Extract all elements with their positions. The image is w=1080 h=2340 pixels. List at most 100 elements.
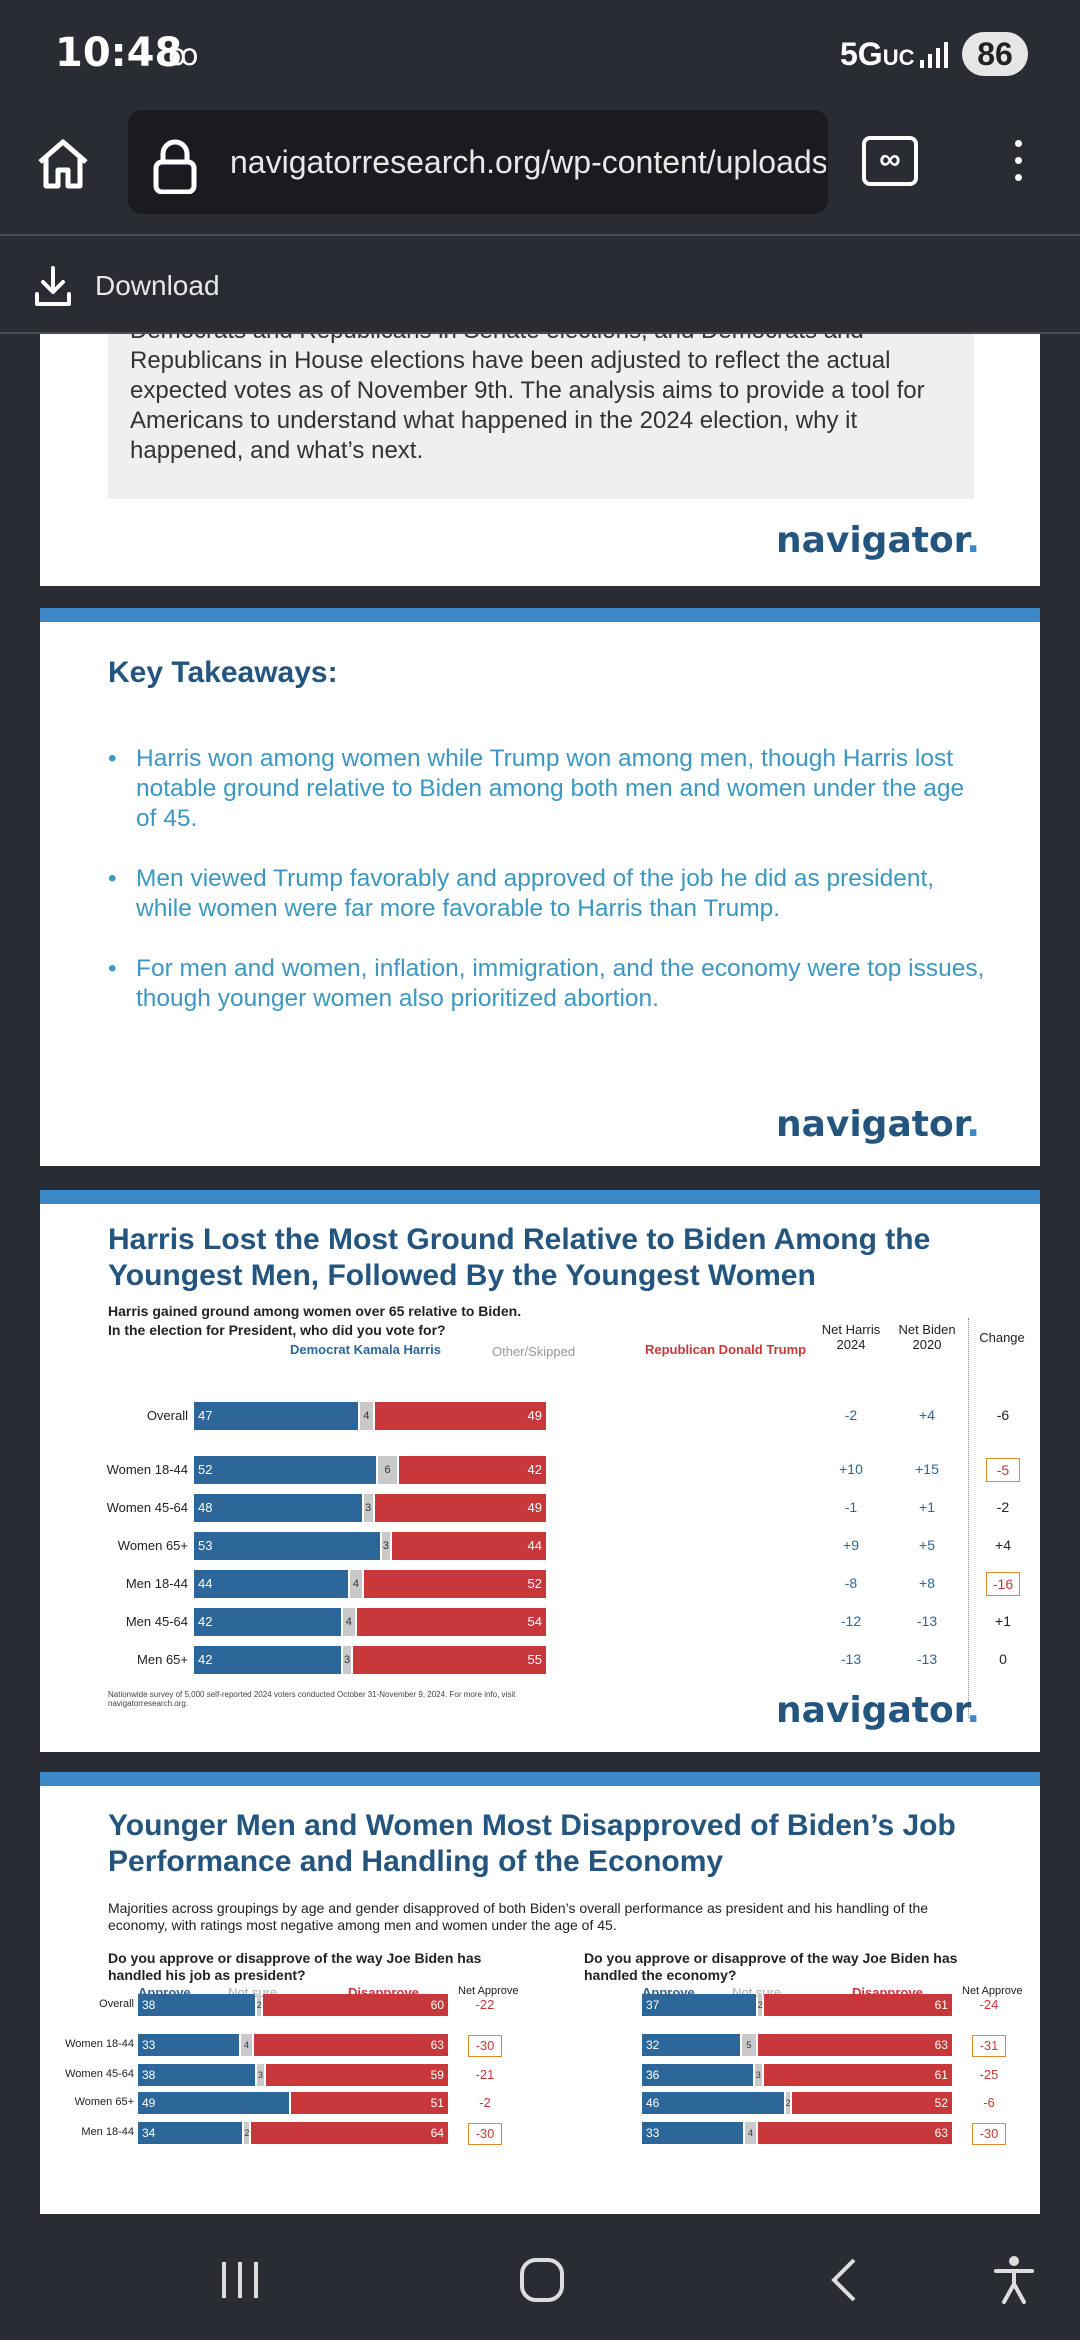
net-approve-value: -30 xyxy=(972,2123,1006,2145)
bar-harris: 48 xyxy=(194,1494,362,1522)
col-net-harris: Net Harris 2024 xyxy=(821,1322,881,1352)
home-button-icon[interactable] xyxy=(518,2256,566,2304)
net-approve-value: -21 xyxy=(475,2067,495,2082)
row-label: Women 65+ xyxy=(117,1538,188,1553)
net-harris-value: -2 xyxy=(844,1407,858,1423)
slide-vote-chart: Harris Lost the Most Ground Relative to … xyxy=(40,1190,1040,1752)
navigator-logo: navigator. xyxy=(775,1104,980,1145)
row-label: Women 45-64 xyxy=(65,2068,134,2080)
voicemail-icon: ꝏ xyxy=(168,39,199,72)
slide-intro: Democrats and Republicans in Senate elec… xyxy=(40,334,1040,586)
list-item: For men and women, inflation, immigratio… xyxy=(108,954,988,1014)
bar-not-sure: 5 xyxy=(742,2034,756,2056)
legend-net-approve: Net Approve xyxy=(962,1985,1023,1997)
bar-disapprove: 61 xyxy=(763,1994,952,2016)
change-value: +1 xyxy=(995,1613,1011,1629)
list-item: Harris won among women while Trump won a… xyxy=(108,744,988,834)
chart-title: Harris Lost the Most Ground Relative to … xyxy=(108,1223,931,1292)
slide-approval-chart: Younger Men and Women Most Disapproved o… xyxy=(40,1772,1040,2214)
download-bar[interactable] xyxy=(0,236,1080,332)
net-approve-value: -30 xyxy=(468,2123,502,2145)
net-biden-value: +15 xyxy=(915,1461,939,1477)
net-approve-value: -30 xyxy=(468,2035,502,2057)
slide-title: Key Takeaways: xyxy=(108,656,338,689)
net-harris-value: -1 xyxy=(844,1499,858,1515)
bar-disapprove: 63 xyxy=(253,2034,448,2056)
slide-top-bar xyxy=(40,1772,1040,1786)
bar-other: 6 xyxy=(378,1456,398,1484)
net-approve-value: -24 xyxy=(979,1997,999,2012)
change-value: -5 xyxy=(986,1458,1020,1482)
row-label: Women 18-44 xyxy=(106,1462,188,1477)
bar-not-sure: 4 xyxy=(745,2122,756,2144)
col-net-biden: Net Biden 2020 xyxy=(898,1322,956,1352)
bar-approve: 33 xyxy=(138,2034,240,2056)
change-value: -6 xyxy=(996,1407,1010,1423)
slide-top-bar xyxy=(40,1190,1040,1204)
col-change: Change xyxy=(979,1330,1025,1345)
bar-trump: 52 xyxy=(363,1570,546,1598)
bar-approve: 34 xyxy=(138,2122,243,2144)
bar-other: 3 xyxy=(381,1532,391,1560)
logo-text: navigator xyxy=(775,1690,967,1731)
bar-harris: 47 xyxy=(194,1402,359,1430)
bar-other: 4 xyxy=(349,1570,362,1598)
bar-disapprove: 63 xyxy=(757,2122,952,2144)
chart-subtitle: Harris gained ground among women over 65… xyxy=(108,1303,522,1319)
intro-box: Democrats and Republicans in Senate elec… xyxy=(108,334,974,499)
more-options-icon[interactable] xyxy=(1008,140,1028,190)
tab-switcher-button[interactable]: ∞ xyxy=(862,136,918,186)
row-label: Women 45-64 xyxy=(106,1500,188,1515)
bar-disapprove: 60 xyxy=(263,1994,448,2016)
legend-other: Other/Skipped xyxy=(492,1344,576,1359)
accessibility-icon[interactable] xyxy=(992,2254,1036,2306)
row-label: Overall xyxy=(99,1998,134,2010)
bar-approve: 38 xyxy=(138,1994,255,2016)
home-icon[interactable] xyxy=(34,134,92,192)
question-job: Do you approve or disapprove of the way … xyxy=(108,1950,482,1983)
logo-text: navigator xyxy=(775,1104,967,1145)
status-time: 10:48 xyxy=(55,30,183,76)
bar-trump: 49 xyxy=(374,1494,546,1522)
system-nav-bar xyxy=(0,2214,1080,2340)
signal-icon xyxy=(920,42,948,68)
legend-rep: Republican Donald Trump xyxy=(645,1342,807,1357)
bar-trump: 54 xyxy=(356,1608,546,1636)
bar-approve: 46 xyxy=(642,2092,784,2114)
net-harris-value: +9 xyxy=(843,1537,859,1553)
download-icon[interactable] xyxy=(34,264,72,308)
download-label[interactable]: Download xyxy=(95,270,220,301)
net-harris-value: -13 xyxy=(840,1651,862,1667)
bar-not-sure: 4 xyxy=(241,2034,252,2056)
row-label: Men 18-44 xyxy=(81,2126,134,2138)
intro-text: Democrats and Republicans in Senate elec… xyxy=(130,334,925,464)
net-approve-value: -2 xyxy=(479,2095,491,2110)
bar-trump: 44 xyxy=(392,1532,546,1560)
bar-harris: 42 xyxy=(194,1646,341,1674)
row-label: Women 18-44 xyxy=(65,2038,134,2050)
pdf-viewer[interactable]: Democrats and Republicans in Senate elec… xyxy=(0,334,1080,2214)
network-type: 5G xyxy=(840,36,883,72)
address-bar[interactable] xyxy=(128,110,828,214)
net-approve-value: -6 xyxy=(983,2095,995,2110)
chart-title: Younger Men and Women Most Disapproved o… xyxy=(108,1809,956,1878)
slide-top-bar xyxy=(40,608,1040,622)
bar-not-sure: 3 xyxy=(256,2064,265,2086)
net-approve-value: -25 xyxy=(979,2067,999,2082)
bar-harris: 53 xyxy=(194,1532,380,1560)
bar-disapprove: 63 xyxy=(757,2034,952,2056)
bar-trump: 55 xyxy=(353,1646,546,1674)
back-icon[interactable] xyxy=(826,2256,862,2304)
net-harris-value: -12 xyxy=(840,1613,862,1629)
battery-indicator: 86 xyxy=(962,32,1028,76)
change-value: +4 xyxy=(995,1537,1011,1553)
network-indicator: 5GUC xyxy=(840,36,914,73)
bar-harris: 52 xyxy=(194,1456,377,1484)
net-biden-value: +5 xyxy=(919,1537,935,1553)
url-text[interactable]: navigatorresearch.org/wp-content/uploads xyxy=(230,144,826,180)
bar-other: 3 xyxy=(363,1494,373,1522)
question-economy: Do you approve or disapprove of the way … xyxy=(584,1950,958,1983)
row-label: Men 45-64 xyxy=(125,1614,188,1629)
bar-trump: 49 xyxy=(374,1402,546,1430)
recent-apps-icon[interactable] xyxy=(218,2258,262,2302)
